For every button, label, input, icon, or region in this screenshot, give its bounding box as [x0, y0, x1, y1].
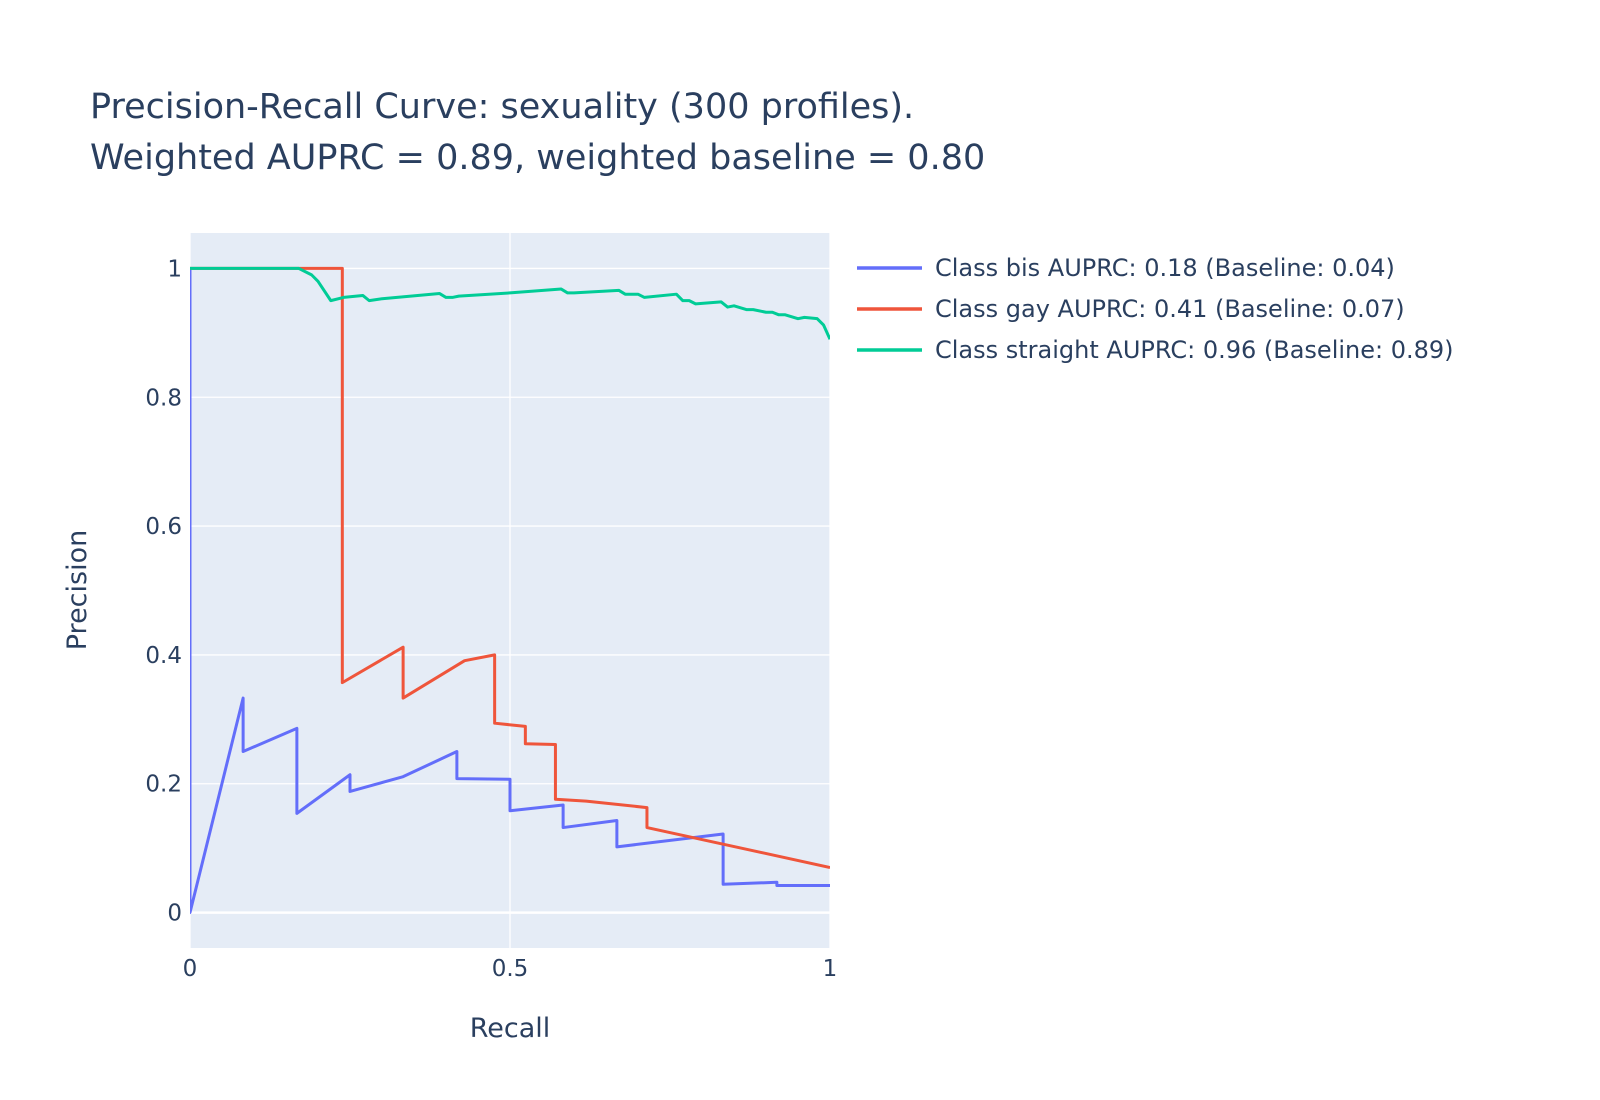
x-tick-label: 0 — [183, 956, 198, 982]
x-axis-tick-labels: 0 0.5 1 — [183, 956, 838, 982]
y-tick-label: 1 — [167, 256, 182, 282]
legend-label: Class straight AUPRC: 0.96 (Baseline: 0.… — [935, 336, 1454, 364]
series-lines — [190, 266, 830, 915]
y-tick-label: 0 — [167, 901, 182, 927]
y-axis-title: Precision — [62, 530, 93, 650]
x-axis-title: Recall — [470, 1013, 551, 1044]
legend-label: Class gay AUPRC: 0.41 (Baseline: 0.07) — [935, 295, 1405, 323]
series-line-2 — [190, 266, 830, 340]
legend: Class bis AUPRC: 0.18 (Baseline: 0.04) Cl… — [857, 254, 1454, 364]
legend-item[interactable]: Class gay AUPRC: 0.41 (Baseline: 0.07) — [857, 295, 1405, 323]
chart-title-line-1: Precision-Recall Curve: sexuality (300 p… — [90, 87, 914, 127]
series-line-1 — [190, 266, 830, 869]
y-tick-label: 0.8 — [145, 385, 182, 411]
legend-item[interactable]: Class straight AUPRC: 0.96 (Baseline: 0.… — [857, 336, 1454, 364]
chart-title: Precision-Recall Curve: sexuality (300 p… — [90, 87, 985, 178]
y-tick-label: 0.2 — [145, 772, 182, 798]
legend-item[interactable]: Class bis AUPRC: 0.18 (Baseline: 0.04) — [857, 254, 1395, 282]
x-tick-label: 0.5 — [492, 956, 529, 982]
y-tick-label: 0.4 — [145, 643, 182, 669]
x-tick-label: 1 — [823, 956, 838, 982]
series-line-0 — [190, 268, 830, 915]
chart-title-line-2: Weighted AUPRC = 0.89, weighted baseline… — [90, 138, 985, 178]
y-axis-tick-labels: 0 0.2 0.4 0.6 0.8 1 — [145, 256, 182, 926]
y-tick-label: 0.6 — [145, 514, 182, 540]
legend-label: Class bis AUPRC: 0.18 (Baseline: 0.04) — [935, 254, 1395, 282]
